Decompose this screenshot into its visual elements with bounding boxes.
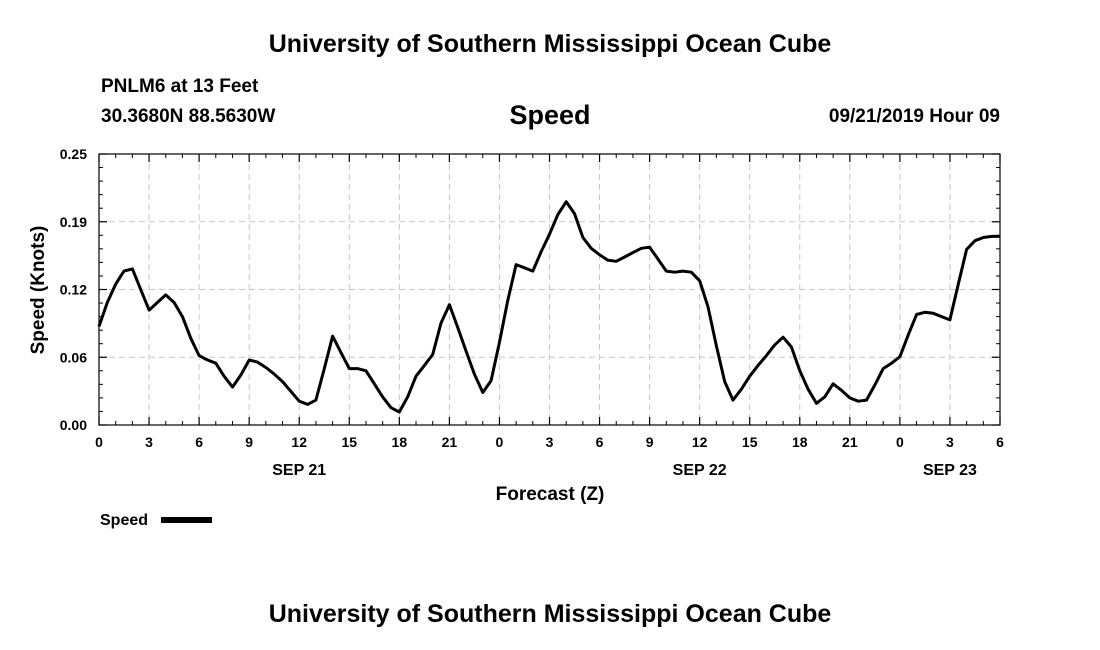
x-tick-label: 9: [245, 434, 253, 450]
x-tick-label: 18: [792, 434, 808, 450]
date-label: SEP 22: [673, 462, 727, 479]
y-tick-label: 0.00: [60, 417, 87, 433]
grid-layer: [99, 154, 1000, 425]
labels-layer: 0 3 6 9 12 15 18 21 0 3 6 9 12 15 18 21 0 3 6 SEP 21 SEP 22 S…: [60, 146, 1004, 479]
y-tick-label: 0.25: [60, 146, 87, 162]
datetime-label: 09/21/2019 Hour 09: [828, 106, 1000, 127]
x-tick-label: 15: [341, 434, 357, 450]
x-tick-label: 0: [95, 434, 103, 450]
ticks-layer: [98, 153, 1001, 426]
chart-title-top: University of Southern Mississippi Ocean…: [268, 30, 832, 58]
x-tick-label: 21: [842, 434, 858, 450]
x-tick-label: 18: [392, 434, 408, 450]
x-tick-label: 9: [646, 434, 654, 450]
coordinates-label: 30.3680N 88.5630W: [101, 106, 276, 127]
x-tick-label: 12: [692, 434, 708, 450]
x-tick-label: 21: [442, 434, 458, 450]
x-tick-label: 6: [996, 434, 1004, 450]
x-tick-label: 6: [195, 434, 203, 450]
x-tick-label: 3: [946, 434, 954, 450]
plot-frame: [98, 153, 1001, 426]
station-label: PNLM6 at 13 Feet: [101, 76, 259, 97]
x-tick-label: 6: [596, 434, 604, 450]
y-axis-title: Speed (Knots): [28, 226, 49, 355]
legend-label: Speed: [100, 512, 148, 529]
x-tick-label: 15: [742, 434, 758, 450]
x-tick-label: 3: [145, 434, 153, 450]
y-tick-label: 0.06: [60, 349, 87, 365]
y-tick-label: 0.12: [60, 282, 87, 298]
x-tick-label: 3: [546, 434, 554, 450]
variable-title: Speed: [509, 100, 591, 130]
x-tick-label: 0: [496, 434, 504, 450]
chart-title-bottom: University of Southern Mississippi Ocean…: [268, 600, 832, 628]
x-tick-label: 0: [896, 434, 904, 450]
y-tick-label: 0.19: [60, 214, 87, 230]
date-label: SEP 23: [923, 462, 977, 479]
series-line-speed: [97, 200, 1000, 414]
x-tick-label: 12: [291, 434, 307, 450]
x-axis-title: Forecast (Z): [496, 484, 605, 505]
date-label: SEP 21: [272, 462, 326, 479]
legend-swatch: [161, 517, 212, 523]
